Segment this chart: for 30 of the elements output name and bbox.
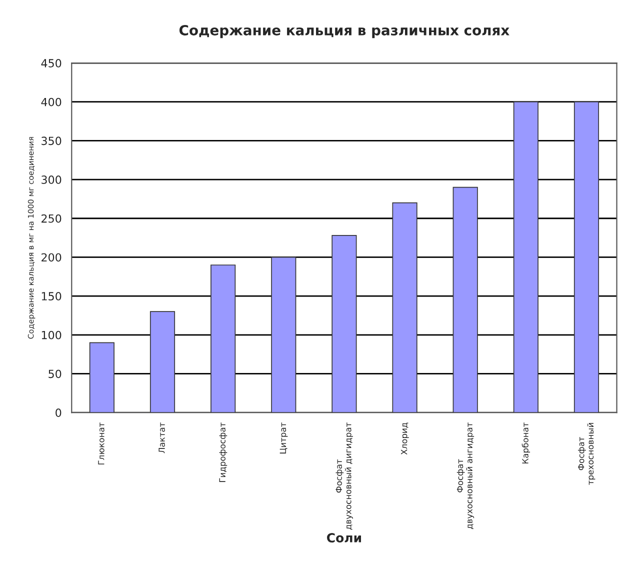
bar: [574, 101, 600, 413]
bar: [150, 311, 176, 413]
x-tick-label: Гидрофосфат: [219, 422, 228, 482]
x-tick-label: Фосфат трехосновный: [578, 423, 596, 485]
y-tick-label: 350: [42, 136, 62, 146]
chart-title: Содержание кальция в различных солях: [179, 24, 510, 38]
y-tick-label: 300: [42, 176, 62, 184]
y-tick-label: 150: [42, 292, 62, 300]
x-tick-label: Глюконат: [98, 422, 104, 464]
bar: [392, 202, 418, 413]
bar: [513, 101, 538, 413]
y-tick-label: 200: [42, 253, 62, 262]
bar: [210, 264, 236, 413]
x-tick-label: Цитрат: [280, 422, 288, 454]
x-tick-label: Фосфат двухосновный ангидрат: [456, 422, 474, 529]
y-tick-label: 250: [42, 214, 62, 223]
bar: [332, 235, 357, 413]
y-tick-label: 0: [56, 408, 62, 417]
y-tick-label: 450: [41, 59, 62, 68]
x-tick-label: Карбонат: [522, 422, 530, 464]
x-tick-label: Хлорид: [401, 422, 409, 455]
bar: [452, 186, 478, 413]
y-tick-label: 100: [42, 330, 62, 340]
x-tick-label: Фосфат двухосновный дигидрат: [336, 422, 353, 530]
bar: [271, 256, 296, 413]
y-tick-label: 400: [41, 98, 62, 106]
x-tick-label: Лактат: [158, 422, 165, 454]
bar: [89, 342, 114, 413]
x-axis-title: Соли: [326, 533, 361, 542]
y-tick-label: 50: [48, 370, 62, 378]
